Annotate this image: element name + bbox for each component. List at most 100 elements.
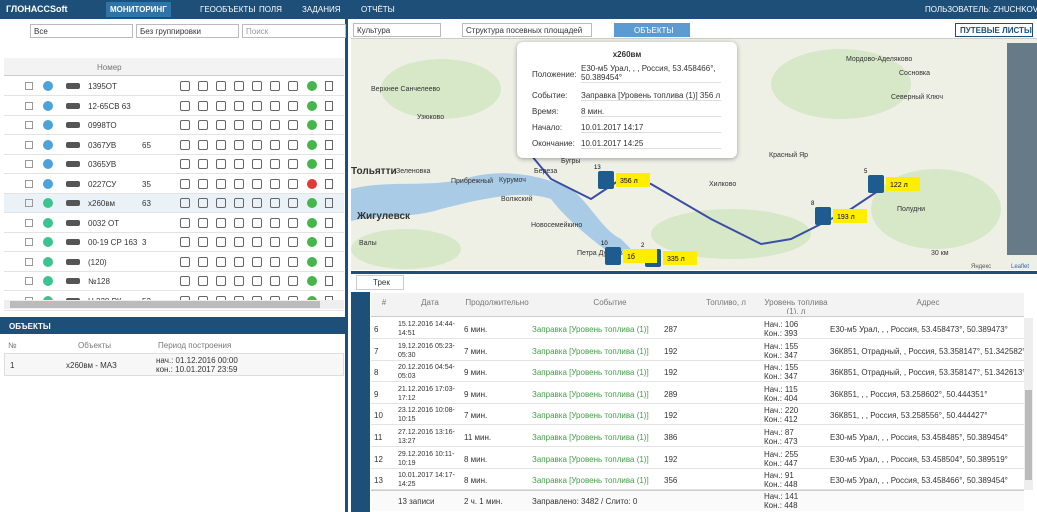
row-icon: [216, 139, 226, 150]
popup-title: х260вм: [612, 50, 642, 59]
vehicle-row[interactable]: [4, 253, 344, 272]
row-checkbox: [25, 160, 33, 168]
track-row[interactable]: [371, 361, 1024, 383]
row-icon: [270, 256, 280, 267]
track-row[interactable]: [371, 318, 1024, 339]
marker-label: 122 л: [890, 182, 908, 189]
row-fuel: 287: [664, 325, 678, 334]
vehicle-icon: [66, 102, 80, 109]
row-icon: [180, 159, 190, 169]
group-filter[interactable]: Без группировки: [136, 24, 239, 38]
row-icon: [252, 256, 262, 267]
row-event: Заправка [Уровень топлива (1)]: [532, 454, 649, 464]
nav-item[interactable]: ПОЛЯ: [259, 5, 282, 14]
popup-key: Время:: [532, 107, 559, 116]
popup-key: Событие:: [532, 91, 568, 100]
track-row[interactable]: [371, 469, 1024, 491]
place-label: Валы: [359, 240, 377, 247]
row-n: 9: [374, 389, 379, 399]
state-icon: [307, 159, 317, 169]
vehicle-row[interactable]: [4, 292, 344, 311]
vehicle-icon: [66, 83, 80, 89]
track-row[interactable]: [371, 448, 1024, 469]
nav-item[interactable]: МОНИТОРИНГ: [106, 2, 171, 17]
footer-cell: Заправлено: 3482 / Слито: 0: [532, 497, 638, 506]
marker-label: 193 л: [837, 214, 855, 221]
object-row[interactable]: [4, 353, 344, 376]
row-icon: [180, 139, 190, 150]
row-icon: [288, 276, 298, 286]
vehicle-number: (120): [88, 257, 107, 267]
track-column: Дата: [421, 298, 439, 307]
row-icon: [252, 81, 262, 91]
marker-number: 2: [641, 243, 645, 249]
objects-button[interactable]: ОБЪЕКТЫ: [614, 23, 690, 37]
track-row[interactable]: [371, 426, 1024, 447]
row-icon: [234, 217, 244, 228]
vehicle-row[interactable]: [4, 272, 344, 291]
vehicle-row[interactable]: [4, 155, 344, 174]
row-icon: [288, 237, 298, 247]
search-box[interactable]: Поиск: [242, 24, 346, 38]
marker-number: 13: [594, 165, 601, 171]
marker-label-bg: [833, 209, 867, 223]
state-icon: [307, 81, 317, 91]
row-duration: 9 мин.: [464, 368, 488, 378]
track-tab[interactable]: Трек: [356, 275, 404, 290]
row-date: 15.12.2016 14:44-14:51: [398, 321, 455, 337]
row-icon: [288, 178, 298, 189]
map[interactable]: Мордово-Аделяково Сосновка Северный Ключ Ве…: [351, 39, 1037, 270]
row-fuel: 192: [664, 368, 678, 378]
fuel-marker: [868, 175, 884, 193]
row-level-start: Нач.: 255: [764, 449, 799, 459]
vehicle-row[interactable]: [4, 233, 344, 252]
row-icon: [180, 256, 190, 267]
popup-value: 10.01.2017 14:17: [581, 123, 721, 133]
forest: [651, 209, 811, 259]
vehicle-row[interactable]: [4, 214, 344, 233]
doc-icon: [325, 237, 333, 247]
popup-key: Положение:: [532, 70, 577, 79]
nav-item[interactable]: ГЕООБЪЕКТЫ: [200, 5, 256, 14]
vehicle-row[interactable]: [4, 116, 344, 135]
user-name[interactable]: ПОЛЬЗОВАТЕЛЬ: ZHUCHKOV: [925, 5, 1037, 14]
vehicle-row[interactable]: [4, 175, 344, 194]
row-icon: [234, 198, 244, 208]
vehicle-row[interactable]: [4, 97, 344, 116]
track-row[interactable]: [371, 340, 1024, 361]
waybills-button[interactable]: ПУТЕВЫЕ ЛИСТЫ: [955, 23, 1033, 37]
row-icon: [234, 159, 244, 169]
row-event: Заправка [Уровень топлива (1)]: [532, 411, 649, 421]
vehicle-row[interactable]: [4, 136, 344, 155]
objects-bar: [0, 317, 348, 334]
status-filter[interactable]: Все: [30, 24, 133, 38]
vehicle-number: 0365УВ: [88, 160, 117, 169]
row-address: 36К851, , , Россия, 53.258602°, 50.44435…: [830, 389, 988, 399]
marker-label-bg: [616, 173, 650, 187]
row-icon: [270, 100, 280, 111]
track-row[interactable]: [371, 383, 1024, 404]
marker-label-bg: [886, 177, 920, 191]
nav-item[interactable]: ОТЧЁТЫ: [361, 5, 395, 14]
layer-select[interactable]: Культура: [353, 23, 441, 37]
attribution: Leaflet: [1011, 264, 1029, 270]
doc-icon: [325, 276, 333, 286]
track-row[interactable]: [371, 404, 1024, 426]
row-icon: [234, 178, 244, 189]
marker-label-bg: [623, 249, 657, 263]
nav-item[interactable]: ЗАДАНИЯ: [302, 5, 341, 14]
vehicle-row[interactable]: [4, 77, 344, 96]
state-icon: [307, 237, 317, 247]
status-dot: [43, 217, 53, 228]
fuel-marker: [598, 171, 614, 189]
v-scroll-thumb: [1025, 390, 1032, 480]
row-event: Заправка [Уровень топлива (1)]: [532, 433, 649, 442]
structure-select[interactable]: Структура посевных площадей: [462, 23, 592, 37]
vehicle-icon: [66, 239, 80, 245]
row-event: Заправка [Уровень топлива (1)]: [532, 389, 649, 399]
row-icon: [180, 276, 190, 286]
vehicle-number: №128: [88, 277, 110, 286]
place-label: Тольятти: [351, 166, 397, 177]
object-name: х260вм - МАЗ: [66, 361, 117, 370]
status-dot: [43, 100, 53, 111]
